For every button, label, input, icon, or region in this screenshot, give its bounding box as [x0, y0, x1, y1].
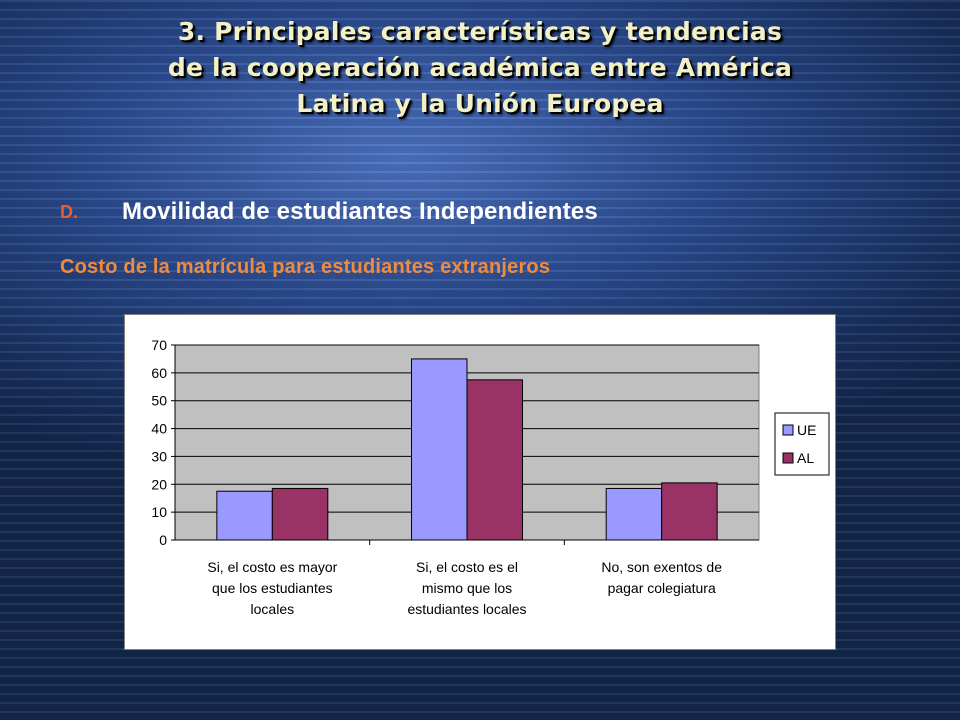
bar-ue-2 — [605, 487, 663, 541]
y-tick-label-1: 10 — [151, 504, 167, 520]
legend-swatch-al — [782, 452, 794, 464]
y-tick-label-2: 20 — [151, 476, 167, 492]
y-tick-label-6: 60 — [151, 365, 167, 381]
legend-label-al: AL — [797, 450, 814, 466]
y-tick-label-0: 0 — [159, 532, 167, 548]
legend-label-ue: UE — [797, 422, 816, 438]
x-category-label-0-1: que los estudiantes — [212, 580, 333, 596]
chart-panel: 0 10 20 30 40 50 60 70 Si, el costo es mayor que … — [124, 314, 836, 650]
bar-chart: 0 10 20 30 40 50 60 70 Si, el costo es mayor que … — [151, 337, 830, 617]
bar-ue-1 — [411, 358, 468, 541]
bar-al-1 — [466, 379, 523, 541]
y-tick-label-3: 30 — [151, 448, 167, 464]
section-marker: D. — [60, 201, 78, 222]
x-category-label-2-1: pagar colegiatura — [608, 580, 716, 596]
bar-al-0 — [271, 487, 329, 541]
bar-ue-0 — [216, 490, 273, 541]
chart-caption: Costo de la matrícula para estudiantes e… — [60, 256, 551, 278]
x-category-label-0-0: Si, el costo es mayor — [207, 559, 337, 575]
slide-title-line-3: Latina y la Unión Europea — [296, 89, 664, 118]
slide-title: 3. Principales características y tendenc… — [60, 14, 900, 122]
y-tick-label-5: 50 — [151, 393, 167, 409]
x-category-label-1-2: estudiantes locales — [407, 601, 526, 617]
section-heading: D. Movilidad de estudiantes Independient… — [60, 196, 598, 228]
legend-box — [774, 412, 830, 476]
slide-title-line-2: de la cooperación académica entre Améric… — [167, 53, 793, 82]
section-subtitle: Movilidad de estudiantes Independientes — [122, 198, 598, 225]
x-category-label-0-2: locales — [251, 601, 295, 617]
y-tick-label-7: 70 — [151, 337, 167, 353]
x-category-label-1-0: Si, el costo es el — [416, 559, 518, 575]
bar-al-2 — [661, 482, 718, 541]
x-category-label-2-0: No, son exentos de — [601, 559, 722, 575]
y-tick-label-4: 40 — [151, 421, 167, 437]
slide-title-line-1: 3. Principales características y tendenc… — [177, 17, 783, 46]
x-category-label-1-1: mismo que los — [422, 580, 512, 596]
legend-swatch-ue — [782, 424, 794, 436]
